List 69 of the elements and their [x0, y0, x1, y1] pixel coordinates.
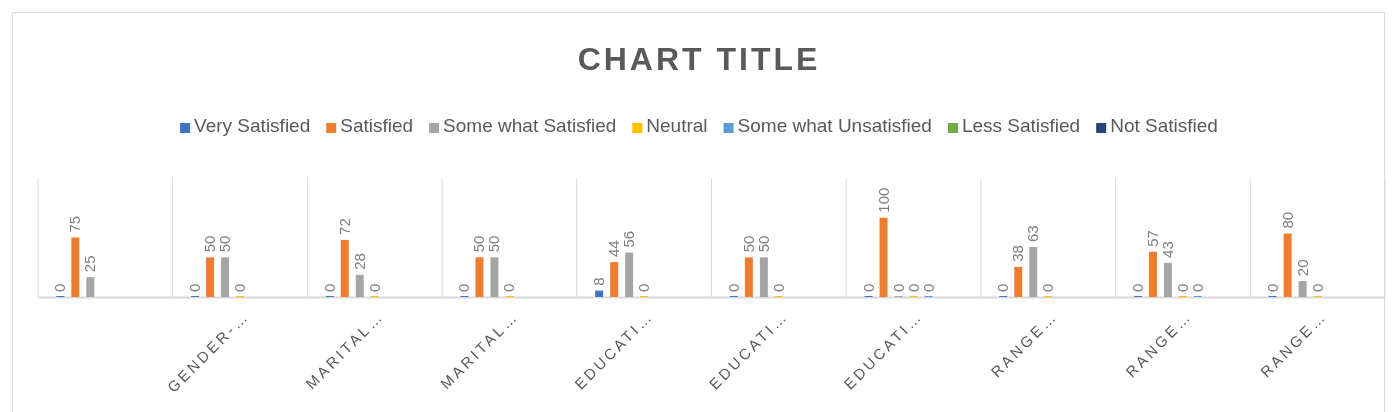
data-label: 0: [724, 283, 742, 292]
bar: [355, 274, 364, 297]
data-label: 0: [1188, 283, 1206, 292]
legend-label: Neutral: [646, 115, 708, 136]
legend-label: Not Satisfied: [1110, 115, 1218, 136]
data-label: 72: [335, 218, 353, 235]
data-label: 28: [350, 253, 368, 270]
bar: [1014, 266, 1023, 297]
chart-title: CHART TITLE: [577, 41, 821, 77]
data-label: 0: [1308, 283, 1326, 292]
bar: [475, 257, 484, 297]
data-label: 56: [620, 230, 638, 248]
legend-label: Satisfied: [340, 115, 414, 136]
bar: [625, 252, 634, 297]
data-label: 50: [216, 235, 234, 253]
data-label: 0: [919, 283, 937, 292]
bar: [340, 239, 349, 297]
data-label: 75: [66, 215, 84, 233]
data-label: 0: [994, 283, 1012, 292]
data-label: 0: [1263, 283, 1281, 292]
bar: [1029, 247, 1038, 297]
data-label: 38: [1009, 245, 1027, 262]
data-label: 80: [1278, 211, 1296, 229]
bar: [1283, 233, 1292, 297]
data-label: 50: [739, 235, 757, 253]
data-label: 0: [769, 283, 787, 292]
data-label: 50: [485, 235, 503, 253]
data-label: 50: [754, 235, 772, 253]
bar: [221, 257, 230, 297]
data-label: 0: [1173, 283, 1191, 292]
data-label: 100: [874, 187, 892, 213]
legend-label: Some what Satisfied: [443, 115, 617, 136]
data-label: 0: [500, 283, 518, 292]
bar: [490, 257, 499, 297]
data-label: 0: [889, 283, 907, 292]
bar: [610, 262, 619, 297]
bar: [744, 257, 753, 297]
data-label: 63: [1024, 225, 1042, 243]
bar: [71, 237, 80, 297]
data-label: 43: [1158, 241, 1176, 258]
data-label: 20: [1293, 259, 1311, 277]
data-label: 0: [904, 283, 922, 292]
legend-label: Very Satisfied: [194, 115, 311, 136]
data-label: 0: [231, 283, 249, 292]
bar: [595, 290, 604, 297]
bar: [879, 217, 888, 297]
data-label: 0: [1128, 283, 1146, 292]
legend-label: Some what Unsatisfied: [737, 115, 932, 136]
bar: [206, 257, 215, 297]
data-label: 44: [605, 240, 623, 258]
data-label: 0: [186, 283, 204, 292]
data-label: 50: [470, 235, 488, 253]
legend-label: Less Satisfied: [961, 115, 1081, 136]
data-label: 25: [81, 255, 99, 273]
data-label: 0: [320, 283, 338, 292]
bar: [1298, 281, 1307, 297]
bar: [1148, 251, 1157, 297]
data-label: 0: [51, 283, 69, 292]
bar: [1163, 262, 1172, 297]
data-label: 50: [201, 235, 219, 253]
data-label: 0: [859, 283, 877, 292]
data-label: 0: [635, 283, 653, 292]
data-label: 8: [590, 277, 608, 286]
data-label: 0: [455, 283, 473, 292]
data-label: 0: [365, 283, 383, 292]
data-label: 57: [1143, 230, 1161, 247]
bar: [86, 277, 95, 297]
data-label: 0: [1039, 283, 1057, 292]
bar: [759, 257, 768, 297]
